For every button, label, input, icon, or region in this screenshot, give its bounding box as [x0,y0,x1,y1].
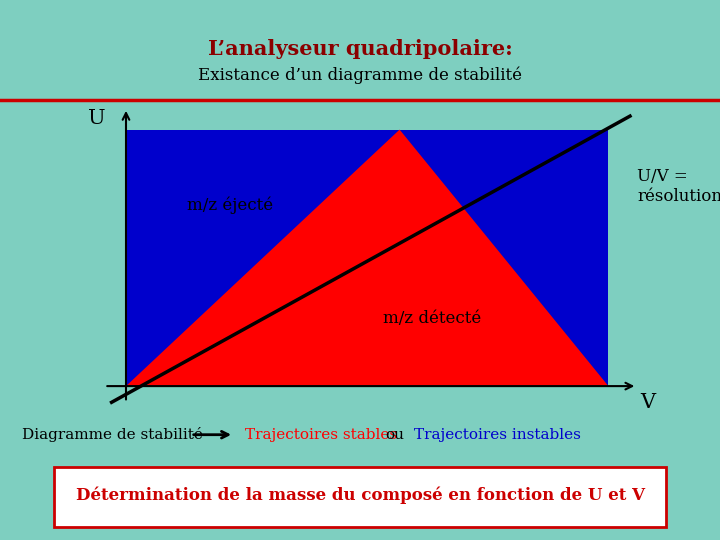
Text: Existance d’un diagramme de stabilité: Existance d’un diagramme de stabilité [198,67,522,84]
Text: V: V [640,393,656,412]
Text: ou: ou [385,428,404,442]
FancyBboxPatch shape [54,467,666,526]
Text: L’analyseur quadripolaire:: L’analyseur quadripolaire: [207,38,513,59]
Text: m/z éjecté: m/z éjecté [187,197,274,214]
Text: U: U [89,109,106,129]
Text: Trajectoires stables: Trajectoires stables [245,428,397,442]
Text: Détermination de la masse du composé en fonction de U et V: Détermination de la masse du composé en … [76,487,644,504]
Bar [126,130,608,386]
Text: Diagramme de stabilité: Diagramme de stabilité [22,427,202,442]
Text: U/V =
résolution: U/V = résolution [637,168,720,205]
Polygon shape [126,130,608,386]
Text: Trajectoires instables: Trajectoires instables [414,428,581,442]
Text: m/z détecté: m/z détecté [383,310,481,327]
